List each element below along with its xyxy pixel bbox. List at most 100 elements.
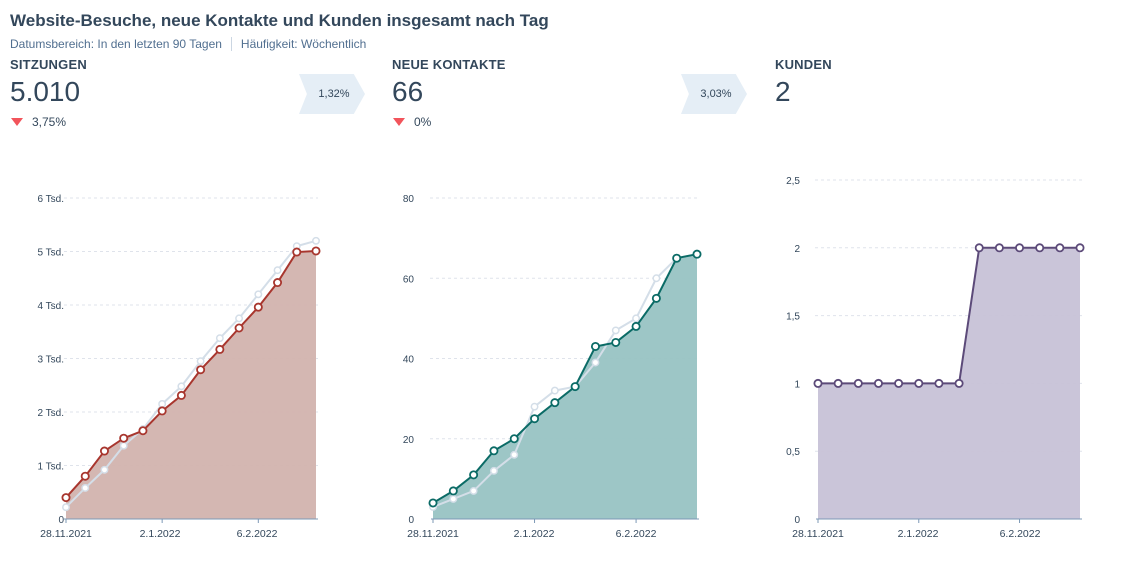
kpi-label: SITZUNGEN (10, 57, 87, 72)
data-point (651, 293, 661, 303)
data-point (1075, 243, 1085, 253)
report-meta: Datumsbereich: In den letzten 90 Tagen H… (10, 37, 366, 51)
data-point (530, 414, 540, 424)
y-tick-label: 0 (408, 515, 414, 526)
conversion-rate-sessions-to-contacts: 1,32% (299, 74, 365, 114)
data-point (813, 378, 823, 388)
date-range-filter[interactable]: Datumsbereich: In den letzten 90 Tagen (10, 37, 222, 51)
y-tick-label: 1 (794, 379, 800, 390)
kpi-label: NEUE KONTAKTE (392, 57, 506, 72)
data-point (138, 426, 148, 436)
conversion-rate-value: 3,03% (700, 88, 732, 100)
y-tick-label: 1,5 (786, 312, 800, 323)
data-point (157, 406, 167, 416)
data-point (692, 249, 702, 259)
comparison-point (100, 465, 109, 474)
y-tick-label: 0 (794, 515, 800, 526)
data-point (99, 446, 109, 456)
data-point (894, 378, 904, 388)
kpi-sessions: SITZUNGEN 5.010 3,75% (10, 57, 87, 129)
kpi-label: KUNDEN (775, 57, 832, 72)
data-point (934, 378, 944, 388)
comparison-point (312, 236, 320, 245)
data-point (974, 243, 984, 253)
meta-divider (230, 37, 232, 51)
data-point (994, 243, 1004, 253)
comparison-point (632, 314, 641, 323)
decrease-arrow-icon (11, 118, 23, 126)
comparison-point (119, 441, 128, 450)
data-point (672, 253, 682, 263)
data-point (428, 498, 438, 508)
data-point (448, 486, 458, 496)
data-point (234, 323, 244, 333)
y-tick-label: 2,5 (786, 176, 800, 187)
comparison-point (591, 358, 600, 367)
y-tick-label: 5 Tsd. (38, 248, 65, 259)
data-point (1055, 243, 1065, 253)
report-title: Website-Besuche, neue Kontakte und Kunde… (10, 11, 549, 30)
comparison-point (611, 326, 620, 335)
decrease-arrow-icon (393, 118, 405, 126)
data-point (273, 278, 283, 288)
kpi-delta-value: 3,75% (32, 115, 67, 129)
series-line (432, 253, 698, 504)
comparison-point (273, 266, 282, 275)
data-point (954, 378, 964, 388)
chart-sitzungen: 0 1 Tsd. 2 Tsd. 3 Tsd. 4 Tsd. 5 Tsd. 6 Tsd. 28.… (38, 194, 321, 540)
comparison-point (530, 402, 539, 411)
chart-kunden: 0 0,5 1 1,5 2 2,5 28.11.2021 2.1.2022 6.2.2022 (786, 176, 1085, 540)
data-point (489, 446, 499, 456)
y-tick-label: 2 (794, 244, 800, 255)
y-tick-label: 2 Tsd. (38, 408, 65, 419)
comparison-point (62, 503, 70, 512)
data-point (611, 337, 621, 347)
data-point (196, 365, 206, 375)
series-area (66, 250, 316, 519)
kpi-customers: KUNDEN 2 (775, 57, 832, 109)
comparison-point (489, 466, 498, 475)
comparison-point (235, 314, 244, 323)
comparison-point (196, 357, 205, 366)
y-tick-label: 4 Tsd. (38, 301, 65, 312)
kpi-delta: 0% (392, 115, 506, 129)
x-tick-label: 2.1.2022 (514, 528, 555, 540)
comparison-point (158, 400, 167, 408)
comparison-point (177, 382, 186, 391)
x-tick-label: 28.11.2021 (40, 528, 92, 540)
data-point (61, 493, 71, 503)
x-tick-label: 28.11.2021 (792, 528, 844, 540)
comparison-point (510, 450, 519, 459)
data-point (253, 302, 263, 312)
kpi-value: 5.010 (10, 76, 81, 107)
data-point (1015, 243, 1025, 253)
data-point (631, 321, 641, 331)
comparison-point (550, 386, 559, 395)
data-point (914, 378, 924, 388)
y-tick-label: 6 Tsd. (38, 194, 65, 205)
conversion-rate-contacts-to-customers: 3,03% (681, 74, 747, 114)
x-tick-label: 6.2.2022 (616, 528, 657, 540)
kpi-delta: 3,75% (10, 115, 87, 129)
data-point (853, 378, 863, 388)
comparison-point (215, 334, 224, 343)
comparison-point (652, 274, 661, 283)
comparison-point (449, 494, 458, 503)
x-tick-label: 2.1.2022 (140, 528, 181, 540)
kpi-delta-value: 0% (414, 115, 432, 129)
comparison-point (254, 290, 263, 299)
y-tick-label: 20 (403, 435, 415, 446)
data-point (176, 390, 186, 400)
frequency-filter[interactable]: Häufigkeit: Wöchentlich (240, 37, 367, 51)
x-tick-label: 6.2.2022 (237, 528, 278, 540)
x-tick-label: 6.2.2022 (1000, 528, 1041, 540)
chart-neue-kontakte: 0 20 40 60 80 28.11.2021 2.1.2022 6.2.2022 (403, 194, 702, 540)
data-point (833, 378, 843, 388)
data-point (590, 341, 600, 351)
y-tick-label: 60 (403, 274, 415, 285)
comparison-point (81, 484, 90, 492)
data-point (509, 434, 519, 444)
comparison-point (469, 486, 478, 495)
data-point (80, 471, 90, 481)
